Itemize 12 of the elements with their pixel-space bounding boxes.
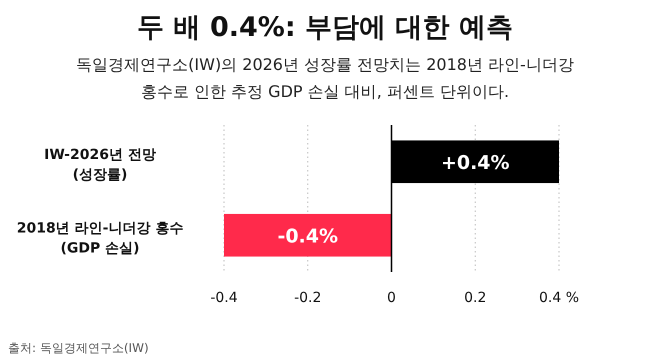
data-label: +0.4% [440, 152, 510, 174]
x-tick-label: -0.4 [210, 290, 238, 306]
chart-subtitle: 독일경제연구소(IW)의 2026년 성장률 전망치는 2018년 라인-니더강 홍수로 인한 추정 GDP 손실 대비, 퍼센트 단위이다. [76, 55, 574, 101]
chart-title: 두 배 0.4%: 부담에 대한 예측 [137, 12, 513, 43]
y-tick-label: 2018년 라인-니더강 홍수 (GDP 손실) [16, 220, 184, 256]
source-note: 출처: 독일경제연구소(IW) [8, 341, 149, 355]
y-tick-label: IW-2026년 전망 (성장률) [44, 146, 156, 183]
x-tick-label: 0.2 [464, 290, 486, 306]
data-label: -0.4% [277, 225, 338, 248]
x-tick-label: 0 [387, 290, 396, 306]
x-tick-label: 0.4 % [538, 290, 580, 306]
x-tick-label: -0.2 [294, 290, 322, 306]
